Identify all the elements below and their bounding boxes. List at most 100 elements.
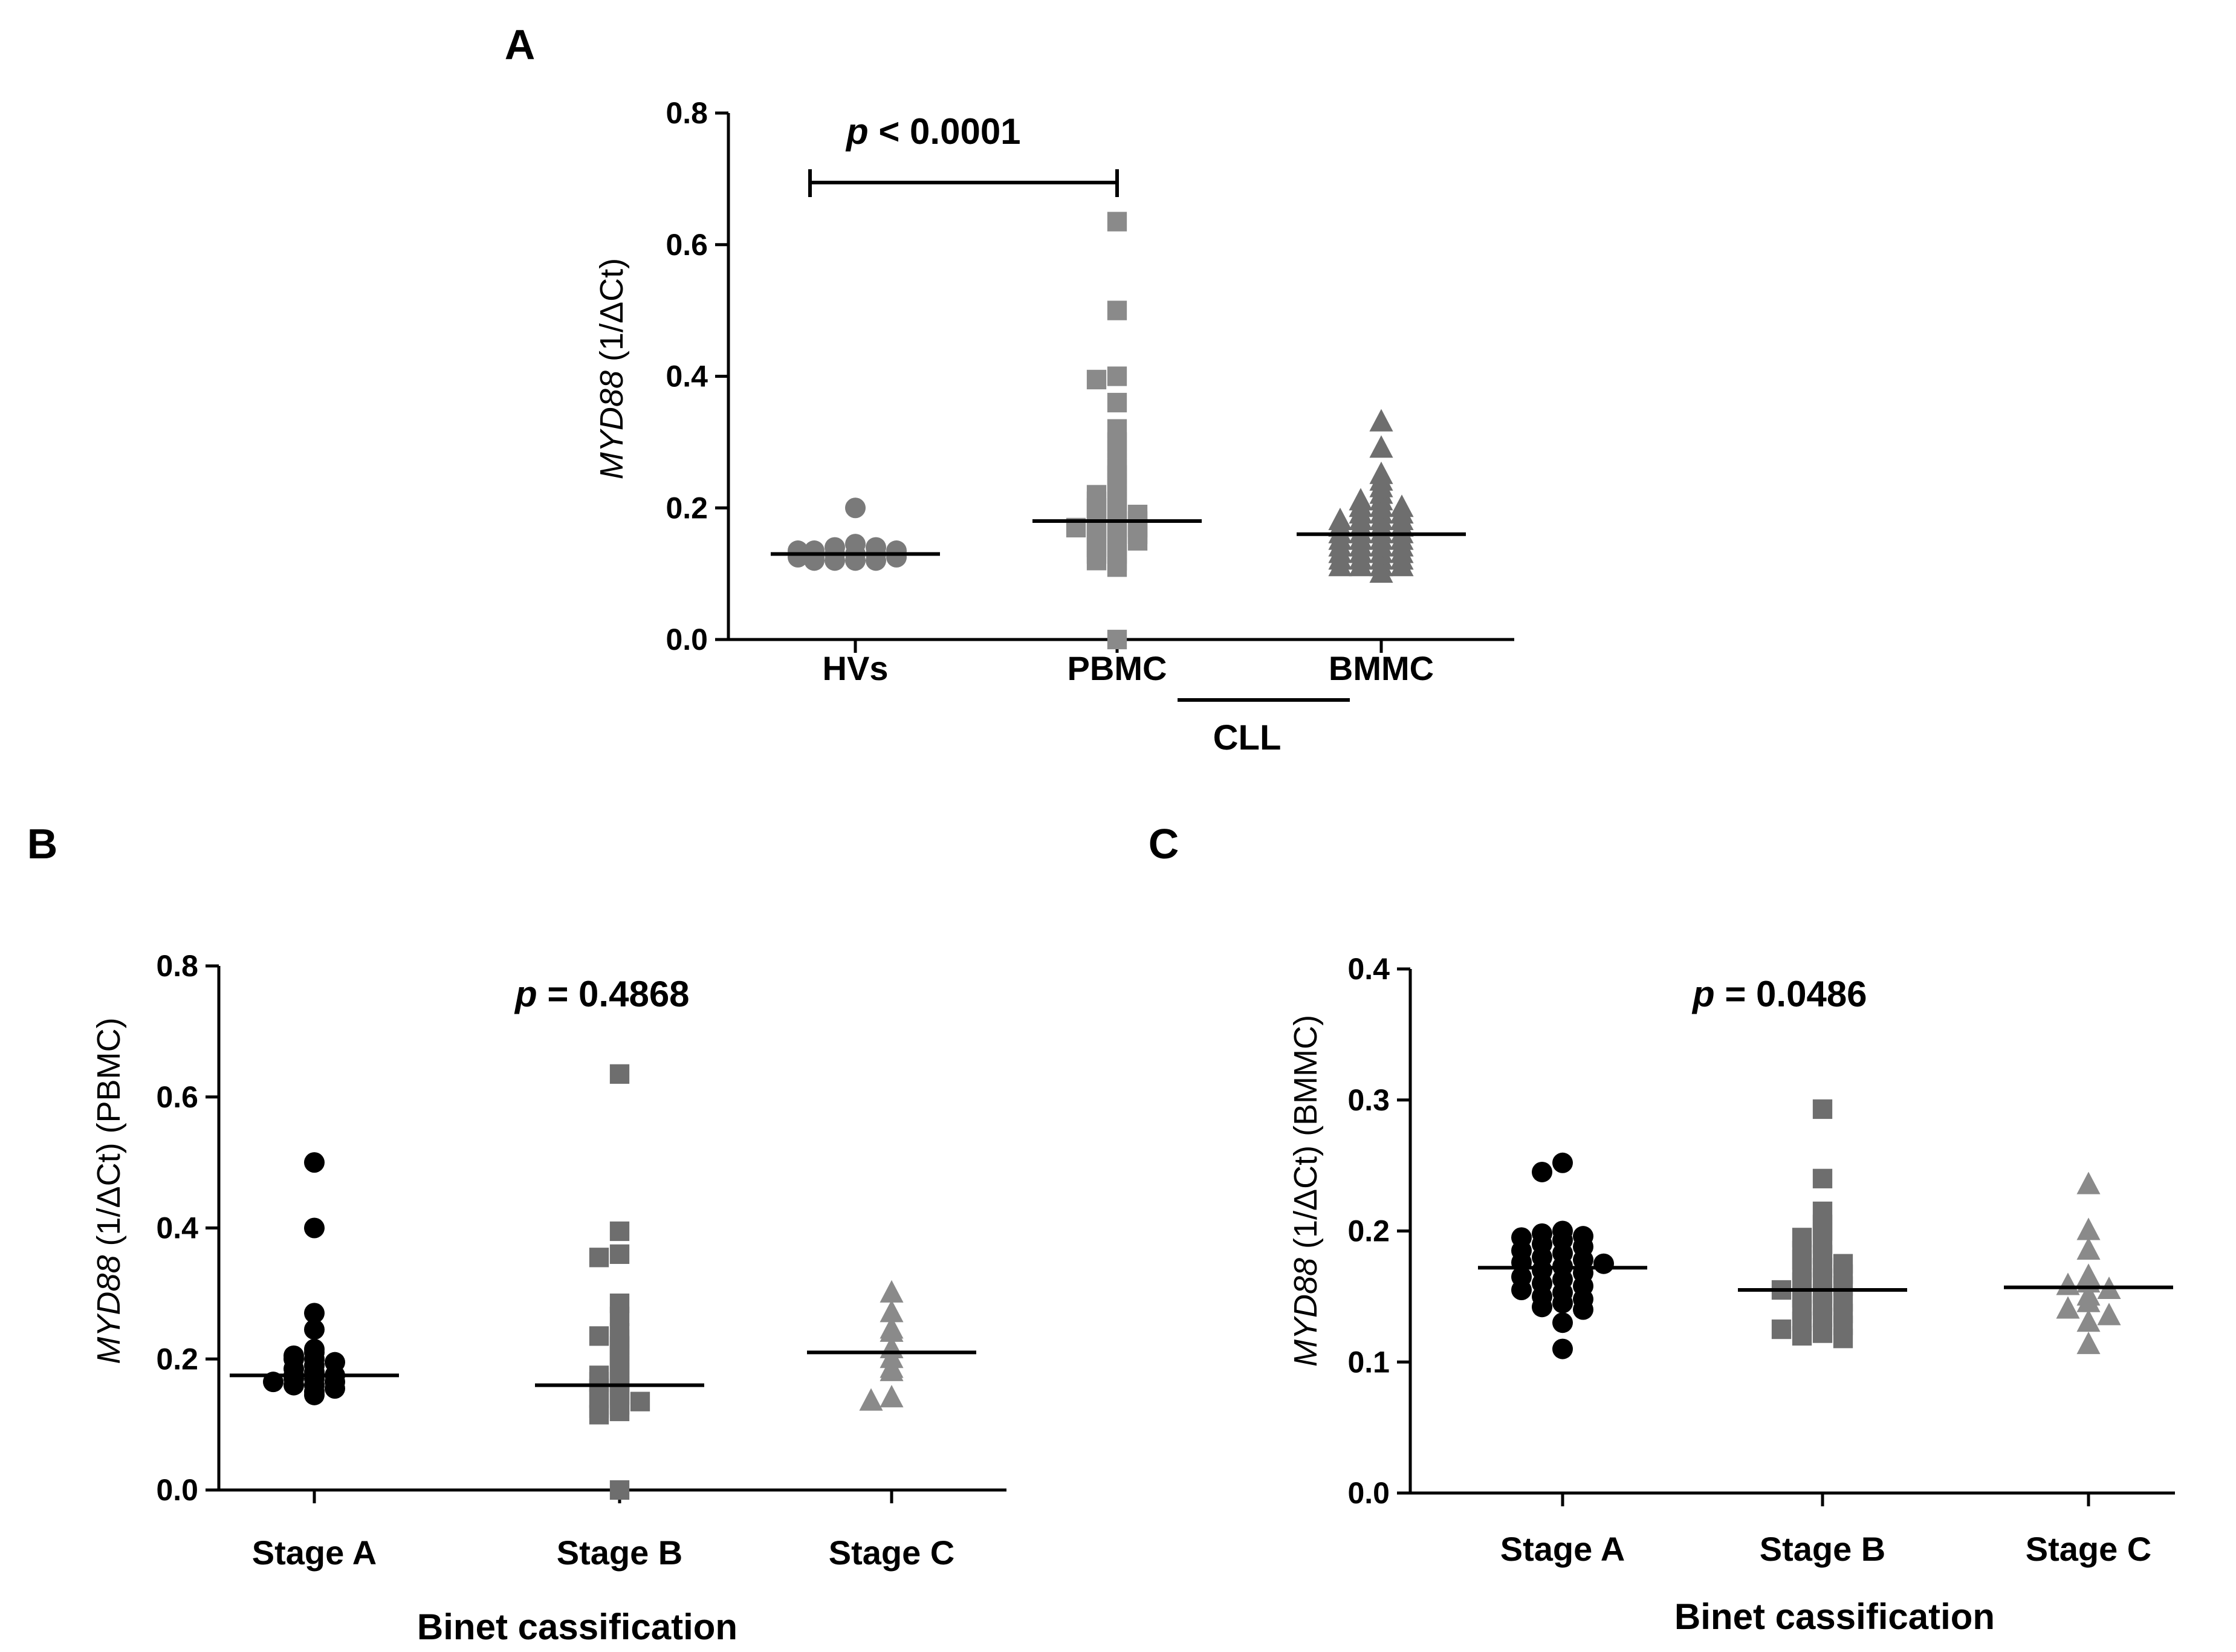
data-point xyxy=(1369,435,1393,458)
data-point xyxy=(1107,392,1127,413)
data-point xyxy=(2056,1272,2080,1295)
series-bmmc xyxy=(1328,409,1414,583)
data-point xyxy=(1552,1292,1573,1314)
y-tick-label: 0.6 xyxy=(156,1080,198,1114)
data-point xyxy=(1349,554,1373,577)
data-point xyxy=(325,1378,345,1399)
data-point xyxy=(304,1303,325,1324)
x-tick-label: Stage A xyxy=(252,1534,377,1572)
x-tick-label: PBMC xyxy=(1068,649,1167,687)
data-point xyxy=(304,1217,325,1239)
data-point xyxy=(859,1388,883,1411)
data-point xyxy=(630,1391,650,1411)
series-hvs xyxy=(788,497,907,571)
x-tick-label: Stage C xyxy=(2026,1530,2152,1568)
y-tick-label: 0.2 xyxy=(666,491,708,525)
data-point xyxy=(1107,557,1127,577)
data-point xyxy=(1792,1326,1812,1346)
series-stage-a xyxy=(263,1152,345,1405)
y-tick-label: 0.4 xyxy=(156,1211,198,1245)
data-point xyxy=(1573,1299,1593,1320)
data-point xyxy=(609,1064,630,1084)
y-tick-label: 0.4 xyxy=(1347,952,1390,986)
x-tick-label: Stage B xyxy=(557,1534,683,1572)
y-tick-label: 0.8 xyxy=(666,96,708,130)
data-point xyxy=(1511,1280,1532,1301)
data-point xyxy=(1390,554,1414,577)
panel-b-axes: 0.0 0.2 0.4 0.6 0.8 Stage A Stage B Stage C xyxy=(156,949,1006,1572)
panel-b: B 0.0 0.2 0.4 0.6 0.8 Stage A Stage B Stage C M… xyxy=(27,820,1006,1647)
panel-a-significance-bracket xyxy=(808,169,1119,197)
y-tick-label: 0.2 xyxy=(1347,1214,1390,1248)
series-stage-c xyxy=(2056,1171,2121,1355)
data-point xyxy=(2097,1303,2121,1326)
x-tick-label: Stage C xyxy=(829,1534,955,1572)
data-point xyxy=(880,1280,904,1303)
data-point xyxy=(609,1221,630,1242)
data-point xyxy=(1107,629,1127,650)
panel-b-ylabel: MYD88 (1/ΔCt) (PBMC) xyxy=(91,1017,127,1364)
panel-a-ylabel: MYD88 (1/ΔCt) xyxy=(594,258,630,479)
data-point xyxy=(1532,1161,1552,1182)
data-point xyxy=(886,546,907,568)
panel-c-ylabel: MYD88 (1/ΔCt) (BMMC) xyxy=(1288,1015,1324,1367)
x-tick-label: BMMC xyxy=(1329,649,1434,687)
data-point xyxy=(1369,560,1393,583)
data-point xyxy=(1127,531,1148,551)
data-point xyxy=(880,1385,904,1408)
data-point xyxy=(609,1306,630,1326)
y-tick-label: 0.1 xyxy=(1347,1345,1390,1379)
x-tick-label: Stage A xyxy=(1500,1530,1625,1568)
data-point xyxy=(284,1375,304,1396)
data-point xyxy=(880,1319,904,1342)
data-point xyxy=(845,497,866,519)
data-point xyxy=(2076,1237,2101,1260)
data-point xyxy=(1771,1319,1792,1339)
data-point xyxy=(1328,554,1352,577)
data-point xyxy=(1107,366,1127,386)
data-point xyxy=(589,1248,609,1268)
data-point xyxy=(788,546,808,568)
data-point xyxy=(2076,1217,2101,1240)
panel-c-axes: 0.0 0.1 0.2 0.3 0.4 Stage A Stage B Stage C xyxy=(1347,952,2175,1568)
data-point xyxy=(304,1152,325,1173)
data-point xyxy=(1369,409,1393,432)
y-tick-label: 0.6 xyxy=(666,228,708,262)
series-stage-b xyxy=(1771,1099,1853,1349)
data-point xyxy=(1532,1297,1552,1318)
y-tick-label: 0.0 xyxy=(666,623,708,656)
data-point xyxy=(1086,551,1107,571)
series-stage-a xyxy=(1511,1152,1614,1359)
data-point xyxy=(2076,1289,2101,1312)
data-point xyxy=(2076,1309,2101,1332)
data-point xyxy=(589,1405,609,1425)
data-point xyxy=(1107,212,1127,232)
data-point xyxy=(2076,1331,2101,1355)
panel-a-axes: 0.0 0.2 0.4 0.6 0.8 HVs PBMC BMMC xyxy=(666,96,1514,687)
data-point xyxy=(2076,1171,2101,1194)
data-point xyxy=(304,1384,325,1405)
data-point xyxy=(1086,369,1107,390)
data-point xyxy=(1833,1329,1853,1349)
data-point xyxy=(1552,1338,1573,1359)
panel-c-pvalue: p = 0.0486 xyxy=(1691,974,1867,1014)
data-point xyxy=(1812,1323,1833,1343)
data-point xyxy=(609,1244,630,1264)
x-tick-label: HVs xyxy=(823,649,889,687)
data-point xyxy=(1107,300,1127,320)
y-tick-label: 0.0 xyxy=(156,1473,198,1507)
data-point xyxy=(880,1300,904,1323)
data-point xyxy=(880,1358,904,1381)
data-point xyxy=(1812,1168,1833,1188)
data-point xyxy=(609,1480,630,1500)
panel-c-xlabel: Binet cassification xyxy=(1674,1596,1995,1637)
y-tick-label: 0.3 xyxy=(1347,1083,1390,1117)
panel-c: C 0.0 0.1 0.2 0.3 0.4 Stage A Stage B Stage C M… xyxy=(1149,820,2175,1637)
series-stage-b xyxy=(589,1064,650,1500)
data-point xyxy=(1552,1152,1573,1173)
data-point xyxy=(304,1319,325,1340)
series-pbmc xyxy=(1066,212,1148,650)
y-tick-label: 0.0 xyxy=(1347,1476,1390,1510)
data-point xyxy=(1593,1253,1614,1274)
data-point xyxy=(1812,1099,1833,1119)
